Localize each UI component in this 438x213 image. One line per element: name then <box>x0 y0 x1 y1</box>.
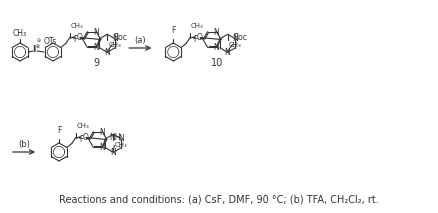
Text: N: N <box>110 148 116 157</box>
Text: I: I <box>32 46 35 55</box>
Text: Boc: Boc <box>113 33 127 42</box>
Text: N: N <box>112 34 118 43</box>
Text: N: N <box>213 43 219 52</box>
Text: N: N <box>93 28 99 37</box>
Text: CH₃: CH₃ <box>228 42 241 48</box>
Text: 10: 10 <box>211 59 223 69</box>
Text: 9: 9 <box>94 59 99 69</box>
Text: F: F <box>193 35 198 44</box>
Text: ⊖: ⊖ <box>37 37 41 43</box>
Text: CH₃: CH₃ <box>108 42 121 48</box>
Polygon shape <box>190 36 194 39</box>
Polygon shape <box>76 137 81 138</box>
Text: N: N <box>118 134 124 143</box>
Text: (a): (a) <box>134 36 146 46</box>
Text: F: F <box>57 126 61 135</box>
Text: O: O <box>197 33 202 42</box>
Text: F: F <box>171 26 175 35</box>
Text: N: N <box>213 28 219 37</box>
Text: ⊕: ⊕ <box>35 43 39 49</box>
Text: N: N <box>99 143 105 152</box>
Text: Boc: Boc <box>233 33 247 42</box>
Text: OTs: OTs <box>44 37 57 46</box>
Text: NH: NH <box>110 133 121 142</box>
Text: O: O <box>83 133 88 142</box>
Text: Reactions and conditions: (a) CsF, DMF, 90 °C; (b) TFA, CH₂Cl₂, rt.: Reactions and conditions: (a) CsF, DMF, … <box>59 195 378 205</box>
Text: N: N <box>224 48 230 57</box>
Text: F: F <box>79 135 84 144</box>
Text: CH₃: CH₃ <box>191 23 203 29</box>
Text: CH₃: CH₃ <box>13 29 27 38</box>
Text: (b): (b) <box>18 141 30 150</box>
Text: CH₃: CH₃ <box>71 23 83 29</box>
Text: N: N <box>104 48 110 57</box>
Text: N: N <box>232 34 238 43</box>
Text: N: N <box>93 43 99 52</box>
Text: CH₃: CH₃ <box>77 124 89 130</box>
Text: CH₃: CH₃ <box>114 142 127 148</box>
Text: O: O <box>77 33 82 42</box>
Text: N: N <box>99 128 105 137</box>
Text: F: F <box>73 35 78 44</box>
Polygon shape <box>70 36 74 39</box>
